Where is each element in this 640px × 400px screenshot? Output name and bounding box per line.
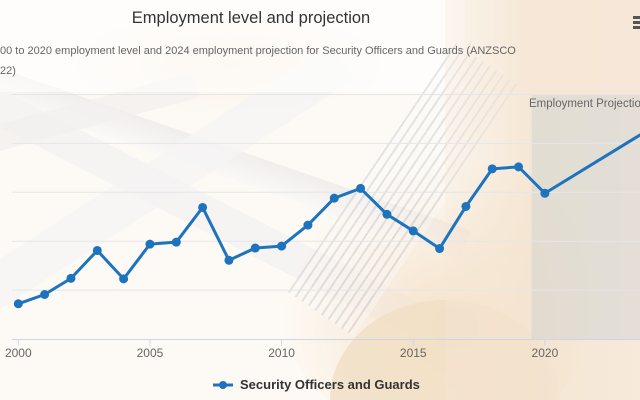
data-point-2002[interactable] bbox=[66, 273, 76, 283]
legend-label: Security Officers and Guards bbox=[240, 377, 420, 392]
data-point-2000[interactable] bbox=[13, 299, 23, 309]
x-axis-label: 2020 bbox=[532, 346, 559, 360]
x-axis-label: 2010 bbox=[268, 346, 295, 360]
x-axis-label: 2000 bbox=[5, 346, 32, 360]
data-point-2009[interactable] bbox=[250, 243, 260, 253]
projection-band-label: Employment Projection bbox=[529, 98, 640, 110]
data-point-2005[interactable] bbox=[145, 239, 155, 249]
data-point-2001[interactable] bbox=[40, 290, 50, 300]
hamburger-menu-icon bbox=[633, 21, 640, 24]
data-point-2020[interactable] bbox=[540, 188, 550, 198]
data-point-2010[interactable] bbox=[277, 241, 287, 251]
x-axis-label: 2015 bbox=[400, 346, 427, 360]
data-point-2007[interactable] bbox=[198, 202, 208, 212]
data-point-2004[interactable] bbox=[119, 274, 129, 284]
data-point-2019[interactable] bbox=[514, 162, 524, 172]
data-point-2011[interactable] bbox=[303, 220, 313, 230]
chart-subtitle-line2: 22) bbox=[0, 65, 16, 77]
data-point-2018[interactable] bbox=[487, 164, 497, 174]
data-point-2015[interactable] bbox=[408, 226, 418, 236]
chart-context-menu-button[interactable] bbox=[633, 16, 640, 32]
legend: Security Officers and Guards bbox=[212, 377, 420, 392]
projection-plot-band bbox=[531, 94, 640, 340]
data-point-2017[interactable] bbox=[461, 201, 471, 211]
data-point-2006[interactable] bbox=[171, 237, 181, 247]
data-point-2003[interactable] bbox=[92, 245, 102, 255]
legend-item-security-officers-and-guards[interactable]: Security Officers and Guards bbox=[212, 377, 420, 392]
data-point-2016[interactable] bbox=[435, 244, 445, 254]
data-point-2008[interactable] bbox=[224, 255, 234, 265]
x-axis-label: 2005 bbox=[137, 346, 164, 360]
hamburger-menu-icon bbox=[633, 16, 640, 19]
hamburger-menu-icon bbox=[633, 26, 640, 29]
data-point-2012[interactable] bbox=[329, 193, 339, 203]
legend-line-marker-icon bbox=[213, 380, 233, 389]
data-point-2013[interactable] bbox=[356, 183, 366, 193]
chart-subtitle-line1: 00 to 2020 employment level and 2024 emp… bbox=[0, 45, 516, 57]
data-point-2014[interactable] bbox=[382, 209, 392, 219]
chart-title: Employment level and projection bbox=[131, 9, 371, 27]
